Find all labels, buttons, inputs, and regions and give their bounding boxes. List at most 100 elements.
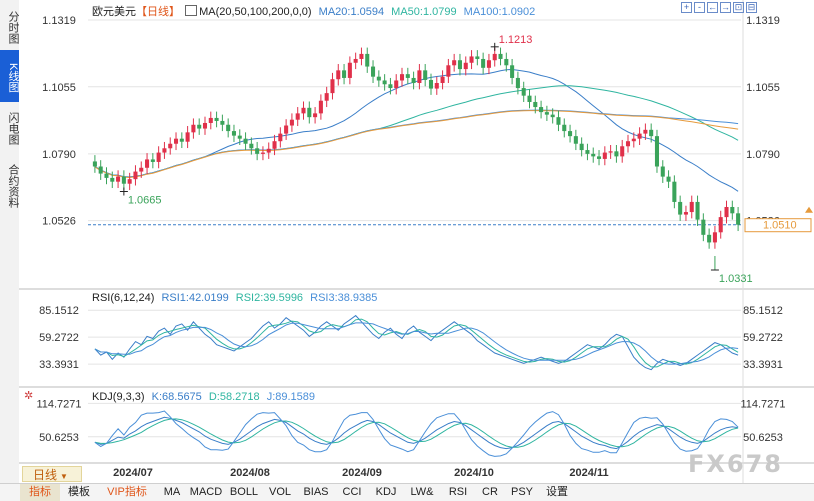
candle-body [208,117,213,123]
period-selector-label: 日线 [33,468,58,482]
tab-cci[interactable]: CCI [342,486,362,498]
candle-body [544,112,549,115]
candle-body [712,232,717,243]
candle-body [666,176,671,182]
tab-indicators[interactable]: 指标 [20,484,60,501]
tab-vol[interactable]: VOL [268,486,291,498]
candle-body [625,141,631,147]
candle-body [104,173,109,178]
bottom-toolbar: 指标 模板 VIP指标 MA MACD BOLL VOL BIAS CCI KD… [0,483,814,501]
candle-body [672,181,677,202]
candle-body [156,152,161,162]
candle-body [660,166,665,177]
candle-body [486,60,491,68]
candle-body [133,171,138,180]
sidebar-item-kline[interactable]: K线图 [0,50,19,102]
tab-boll[interactable]: BOLL [229,486,259,498]
kdj-j-line [94,410,739,457]
candle-body [260,152,265,154]
rsi2-value: RSI2:39.5996 [235,292,304,304]
candle-body [318,100,323,114]
candle-body [313,113,318,118]
candle-body [736,213,741,225]
candle-body [452,60,457,66]
sidebar-item-contract[interactable]: 合约资料 [7,164,19,208]
tab-lw[interactable]: LW& [410,486,434,498]
candle-body [226,124,231,132]
tab-bias[interactable]: BIAS [303,486,329,498]
tab-vip-indicators[interactable]: VIP指标 [107,486,147,498]
tab-kdj[interactable]: KDJ [375,486,397,498]
symbol-name: 欧元美元 [92,6,136,18]
candle-body [185,132,190,142]
price-tick-right: 1.1319 [746,15,780,27]
candle-body [446,65,451,77]
sidebar-item-timeshare[interactable]: 分时图 [7,10,19,44]
kdj-tick-left: 50.6253 [39,432,79,444]
rsi-panel: 85.1512 85.1512 59.2722 59.2722 33.3931 33.39… [39,305,783,371]
candle-body [521,88,526,96]
candle-body [173,138,179,144]
zoom-in-icon[interactable]: + [681,2,692,13]
ma20-value: MA20:1.0594 [318,6,385,18]
candle-body [255,148,260,154]
tab-macd[interactable]: MACD [189,486,223,498]
watermark: FX678 [688,450,783,478]
tab-psy[interactable]: PSY [510,486,533,498]
candle-body [214,117,219,121]
rsi-tick-right: 33.3931 [743,359,783,371]
price-tick-left: 1.1319 [42,15,76,27]
tab-settings[interactable]: 设置 [546,486,568,498]
candle-body [481,58,486,68]
candle-body [353,58,358,63]
sidebar: 分时图 K线图 闪电图 合约资料 [0,0,20,483]
candle-body [533,101,538,108]
chart-type-icon[interactable] [185,5,198,16]
high-label: 1.1213 [499,34,533,46]
price-tick-left: 1.0526 [42,216,76,228]
candle-body [475,56,480,59]
arrow-left-icon[interactable]: ← [707,2,718,13]
candle-body [695,201,700,220]
candle-body [145,159,150,168]
gear-icon[interactable]: ✲ [24,390,34,402]
candle-body [249,143,254,149]
candle-body [573,136,578,144]
candle-body [428,79,434,89]
tab-templates[interactable]: 模板 [68,486,90,498]
chart-background [19,0,814,483]
tab-ma[interactable]: MA [163,486,181,498]
rsi1-value: RSI1:42.0199 [161,292,229,304]
candle-body [110,177,115,182]
candle-body [457,60,462,70]
candle-body [637,133,642,139]
tab-cr[interactable]: CR [482,486,498,498]
candle-body [602,152,607,159]
kdj-k-line [94,416,739,450]
price-header: 欧元美元【日线】 MA(20,50,100,200,0,0) MA20:1.05… [92,3,535,19]
kdj-tick-left: 114.7271 [36,398,81,410]
price-panel: 1.1319 1.1319 1.1055 1.1055 1.0790 1.0790 1.05… [42,15,813,285]
layout-icon[interactable]: ⊟ [746,2,757,13]
sidebar-item-flash[interactable]: 闪电图 [7,111,19,145]
candle-body [504,58,509,66]
candle-body [168,143,173,149]
candle-body [631,138,636,142]
kdj-header: KDJ(9,3,3) K:68.5675 D:58.2718 J:89.1589 [92,391,315,403]
candle-body [515,77,520,89]
period-selector[interactable]: 日线 ▼ [22,466,82,482]
zoom-out-icon[interactable]: - [694,2,705,13]
chart-area[interactable]: 1.1319 1.1319 1.1055 1.1055 1.0790 1.0790 1.05… [19,0,814,483]
candle-body [527,95,532,102]
reset-icon[interactable]: ⊡ [733,2,744,13]
candle-body [463,62,468,70]
candle-body [591,153,596,157]
tab-rsi[interactable]: RSI [448,486,468,498]
kdj-panel: 114.7271 114.7271 50.6253 50.6253 [36,398,786,457]
x-axis-tick: 2024/11 [569,467,608,479]
candle-body [683,212,688,215]
rsi3-value: RSI3:38.9385 [310,292,378,304]
rsi1-line [94,314,739,371]
arrow-right-icon[interactable]: → [720,2,731,13]
candle-body [701,219,706,235]
